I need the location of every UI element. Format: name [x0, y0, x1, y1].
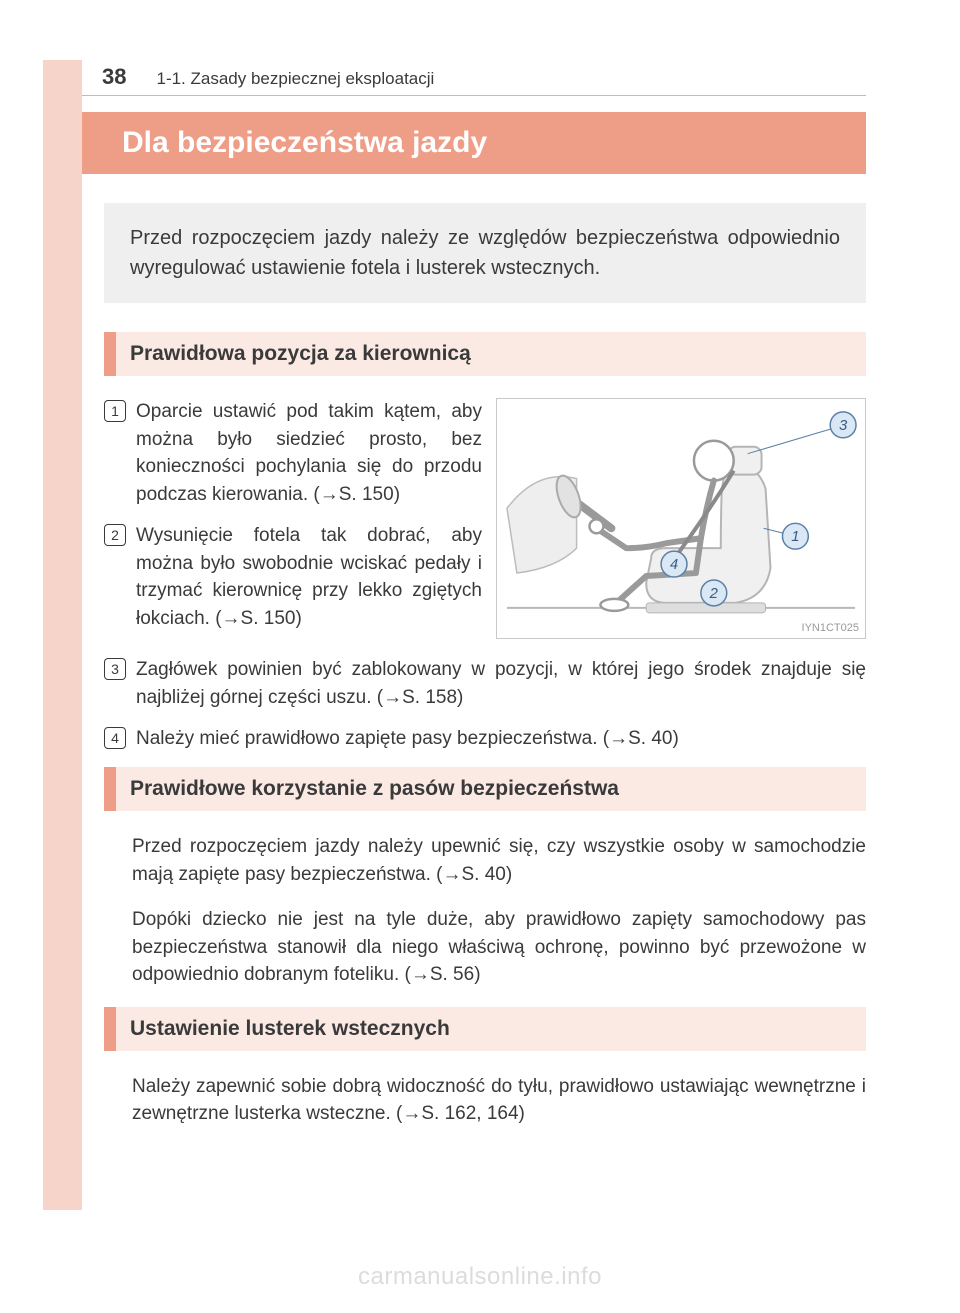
- intro-text: Przed rozpoczęciem jazdy należy ze wzglę…: [130, 227, 840, 279]
- title-bar: Dla bezpieczeństwa jazdy: [82, 112, 866, 174]
- header-row: 38 1-1. Zasady bezpiecznej eksploatacji: [102, 64, 866, 90]
- header-rule: [82, 95, 866, 96]
- num-badge-2: 2: [104, 524, 126, 546]
- item-text: Należy mieć prawidłowo zapięte pasy bezp…: [136, 725, 679, 753]
- item-text: Oparcie ustawić pod takim kątem, aby moż…: [136, 398, 482, 508]
- callout-4: 4: [670, 557, 678, 573]
- list-item: 4 Należy mieć prawidłowo zapięte pasy be…: [104, 725, 866, 753]
- body-paragraph: Dopóki dziecko nie jest na tyle duże, ab…: [132, 906, 866, 989]
- watermark: carmanualsonline.info: [0, 1263, 960, 1291]
- section-accent: [104, 332, 116, 376]
- side-tab: [43, 60, 82, 1210]
- content: Prawidłowa pozycja za kierownicą 1 Oparc…: [104, 320, 866, 1146]
- seat-svg: 1 2 3 4: [497, 399, 865, 638]
- section-heading: Ustawienie lusterek wstecznych: [116, 1007, 866, 1051]
- position-text-col: 1 Oparcie ustawić pod takim kątem, aby m…: [104, 398, 482, 646]
- page-number: 38: [102, 64, 126, 90]
- item-text: Wysunięcie fotela tak dobrać, aby można …: [136, 522, 482, 632]
- section-header-position: Prawidłowa pozycja za kierownicą: [104, 332, 866, 376]
- page-title: Dla bezpieczeństwa jazdy: [122, 126, 487, 160]
- list-item: 1 Oparcie ustawić pod takim kątem, aby m…: [104, 398, 482, 508]
- item-text: Zagłówek powinien być zablokowany w pozy…: [136, 656, 866, 711]
- section-header-belts: Prawidłowe korzystanie z pasów bezpiecze…: [104, 767, 866, 811]
- section-accent: [104, 767, 116, 811]
- section-accent: [104, 1007, 116, 1051]
- section-heading: Prawidłowe korzystanie z pasów bezpiecze…: [116, 767, 866, 811]
- body-paragraph: Należy zapewnić sobie dobrą widoczność d…: [132, 1073, 866, 1128]
- seat-illustration: 1 2 3 4 IYN1CT025: [496, 398, 866, 639]
- num-badge-4: 4: [104, 727, 126, 749]
- section-heading: Prawidłowa pozycja za kierownicą: [116, 332, 866, 376]
- breadcrumb: 1-1. Zasady bezpiecznej eksploatacji: [156, 69, 434, 89]
- position-row: 1 Oparcie ustawić pod takim kątem, aby m…: [104, 398, 866, 646]
- intro-box: Przed rozpoczęciem jazdy należy ze wzglę…: [104, 203, 866, 303]
- num-badge-3: 3: [104, 658, 126, 680]
- section-header-mirrors: Ustawienie lusterek wstecznych: [104, 1007, 866, 1051]
- num-badge-1: 1: [104, 400, 126, 422]
- page: 38 1-1. Zasady bezpiecznej eksploatacji …: [0, 0, 960, 1313]
- list-item: 3 Zagłówek powinien być zablokowany w po…: [104, 656, 866, 711]
- callout-3: 3: [839, 418, 848, 434]
- body-paragraph: Przed rozpoczęciem jazdy należy upewnić …: [132, 833, 866, 888]
- illustration-code: IYN1CT025: [802, 622, 859, 634]
- callout-1: 1: [791, 529, 799, 545]
- list-item: 2 Wysunięcie fotela tak dobrać, aby możn…: [104, 522, 482, 632]
- callout-2: 2: [709, 586, 719, 602]
